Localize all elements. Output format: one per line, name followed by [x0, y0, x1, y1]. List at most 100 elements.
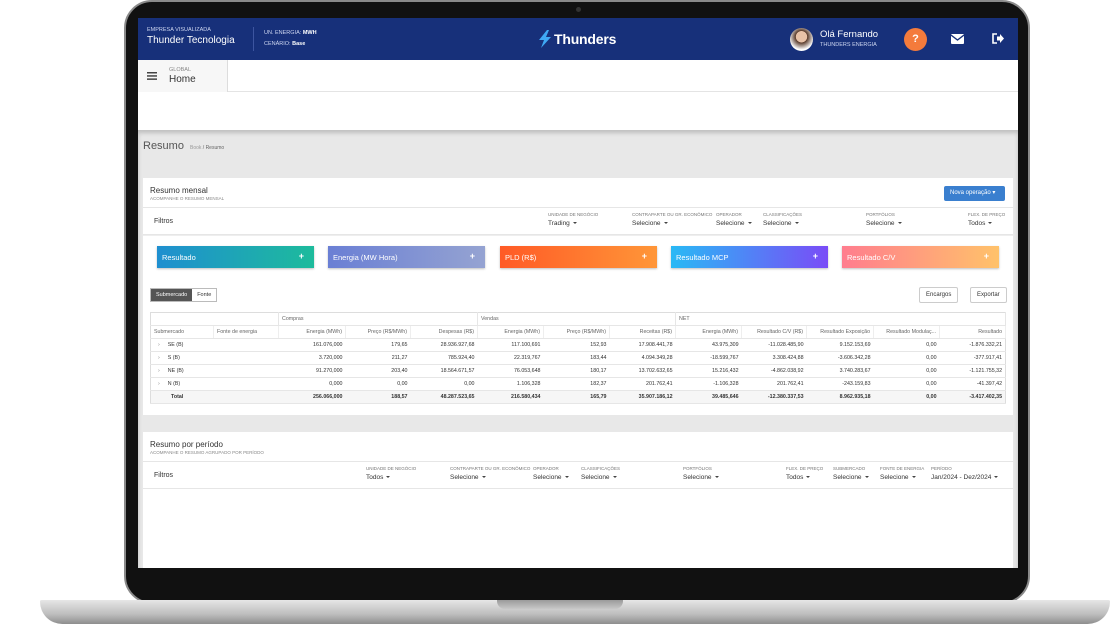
group-spacer: [150, 312, 279, 326]
tile-label: Resultado C/V: [847, 253, 896, 262]
value-cell: 785.924,40: [410, 351, 478, 365]
value-cell: 22.319,767: [477, 351, 544, 365]
value-cell: 0,00: [410, 377, 478, 391]
filter-select[interactable]: Todos: [968, 220, 992, 227]
tile-add[interactable]: +: [298, 251, 304, 261]
filter-label: FONTE DE ENERGIA: [880, 466, 925, 471]
value-cell: 48.287.523,65: [410, 390, 478, 404]
submarket-name: S (B): [167, 355, 180, 361]
summary-tile[interactable]: Energia (MW Hora) +: [328, 246, 485, 268]
filter-select[interactable]: Selecione: [716, 220, 752, 227]
value-cell: 0,00: [873, 364, 940, 378]
toggle-active[interactable]: Submercado: [151, 289, 193, 301]
filter-select[interactable]: Selecione: [866, 220, 902, 227]
scenario-label: CENÁRIO:: [264, 41, 291, 47]
menu-icon[interactable]: [147, 72, 157, 80]
data-row[interactable]: › N (B) 0,000 0,00 0,00 1.106,328 182,37 201.76…: [150, 377, 1006, 391]
summary-tile[interactable]: Resultado C/V +: [842, 246, 999, 268]
filter-select[interactable]: Selecione: [450, 474, 486, 481]
company-name[interactable]: Thunder Tecnologia: [147, 35, 235, 46]
expand-icon[interactable]: ›: [158, 342, 160, 348]
button-text: Nova operação: [950, 190, 991, 196]
filter-label: OPERADOR: [533, 466, 559, 471]
group-header: Compras: [278, 312, 478, 326]
value-cell: 8.962.935,18: [806, 390, 874, 404]
summary-tile[interactable]: Resultado +: [157, 246, 314, 268]
value-cell: -41.397,42: [939, 377, 1006, 391]
export-button[interactable]: Exportar: [970, 287, 1007, 303]
breadcrumb-link[interactable]: Book: [190, 145, 202, 151]
column-header: Preço (R$/MWh): [345, 325, 411, 339]
breadcrumb: Book / Resumo: [190, 145, 224, 151]
total-row: Total 256.066,000 188,57 48.287.523,65 216.5…: [150, 390, 1006, 404]
value-cell: 91.270,000: [278, 364, 346, 378]
laptop-notch: [497, 600, 623, 609]
summary-table: Compras Vendas NET Submercado Fonte de energ…: [150, 312, 1007, 404]
value-cell: 3.740.283,67: [806, 364, 874, 378]
filter-select[interactable]: Trading: [548, 220, 577, 227]
filter-label: PERÍODO: [931, 466, 952, 471]
filter-select[interactable]: Todos: [786, 474, 810, 481]
source-cell: [213, 338, 279, 352]
divider: [253, 27, 254, 51]
avatar[interactable]: [790, 28, 813, 51]
filter-label: FLEX. DE PREÇO: [968, 212, 1006, 217]
value-cell: 182,37: [543, 377, 610, 391]
filter-select[interactable]: Selecione: [581, 474, 617, 481]
column-header: Despesas (R$): [410, 325, 478, 339]
value-cell: -18.599,767: [675, 351, 742, 365]
filter-select[interactable]: Selecione: [632, 220, 668, 227]
greeting: Olá Fernando: [820, 29, 879, 40]
data-row[interactable]: › S (B) 3.720,000 211,27 785.924,40 22.319,76…: [150, 351, 1006, 365]
energy-value: MWH: [302, 30, 317, 36]
submarket-name: N (B): [167, 381, 181, 387]
submarket-cell: › S (B): [150, 351, 214, 365]
value-cell: -1.106,328: [675, 377, 742, 391]
value-cell: 4.094.349,28: [609, 351, 676, 365]
value-cell: 211,27: [345, 351, 411, 365]
data-row[interactable]: › NE (B) 91.270,000 203,40 18.564.671,57 76.0…: [150, 364, 1006, 378]
expand-icon[interactable]: ›: [158, 381, 160, 387]
filters-title: Filtros: [154, 472, 174, 479]
filter-bar: [143, 207, 1013, 235]
tile-label: PLD (R$): [505, 253, 537, 262]
filter-label: CLASSIFICAÇÕES: [581, 466, 621, 471]
brand[interactable]: Thunders: [554, 31, 617, 47]
logout-icon[interactable]: [992, 33, 1004, 44]
tile-add[interactable]: +: [983, 251, 989, 261]
help-button[interactable]: ?: [904, 28, 927, 51]
group-header: Vendas: [477, 312, 677, 326]
filter-label: CONTRAPARTE OU GR. ECONÔMICO: [450, 466, 531, 471]
mail-icon[interactable]: [951, 34, 964, 44]
nav-page[interactable]: Home: [169, 74, 196, 85]
charges-button[interactable]: Encargos: [919, 287, 959, 303]
tile-add[interactable]: +: [641, 251, 647, 261]
tile-add[interactable]: +: [469, 251, 475, 261]
tile-add[interactable]: +: [812, 251, 818, 261]
value-cell: 188,57: [345, 390, 411, 404]
filter-select[interactable]: Jan/2024 - Dez/2024: [931, 474, 998, 481]
group-row: Compras Vendas NET: [150, 312, 1007, 326]
toggle-option[interactable]: Fonte: [197, 292, 212, 298]
filter-select[interactable]: Selecione: [880, 474, 916, 481]
breadcrumb-current: / Resumo: [202, 145, 225, 151]
filter-select[interactable]: Todos: [366, 474, 390, 481]
filter-select[interactable]: Selecione: [683, 474, 719, 481]
value-cell: 76.053,648: [477, 364, 544, 378]
expand-icon[interactable]: ›: [158, 355, 160, 361]
monthly-card: Resumo mensal ACOMPANHE O RESUMO MENSAL …: [143, 178, 1013, 415]
filter-select[interactable]: Selecione: [763, 220, 799, 227]
filter-label: CLASSIFICAÇÕES: [763, 212, 803, 217]
filter-select[interactable]: Selecione: [533, 474, 569, 481]
column-header: Resultado Exposição: [806, 325, 875, 339]
tile-label: Resultado MCP: [676, 253, 729, 262]
summary-tile[interactable]: Resultado MCP +: [671, 246, 828, 268]
data-row[interactable]: › SE (B) 161.076,000 179,65 28.936.927,68 117…: [150, 338, 1006, 352]
value-cell: 152,93: [543, 338, 610, 352]
new-operation-button[interactable]: Nova operação ▾: [944, 186, 1005, 201]
scenario: CENÁRIO: Base: [264, 41, 305, 47]
summary-tile[interactable]: PLD (R$) +: [500, 246, 657, 268]
filter-select[interactable]: Selecione: [833, 474, 869, 481]
expand-icon[interactable]: ›: [158, 368, 160, 374]
value-cell: -12.380.337,53: [741, 390, 807, 404]
